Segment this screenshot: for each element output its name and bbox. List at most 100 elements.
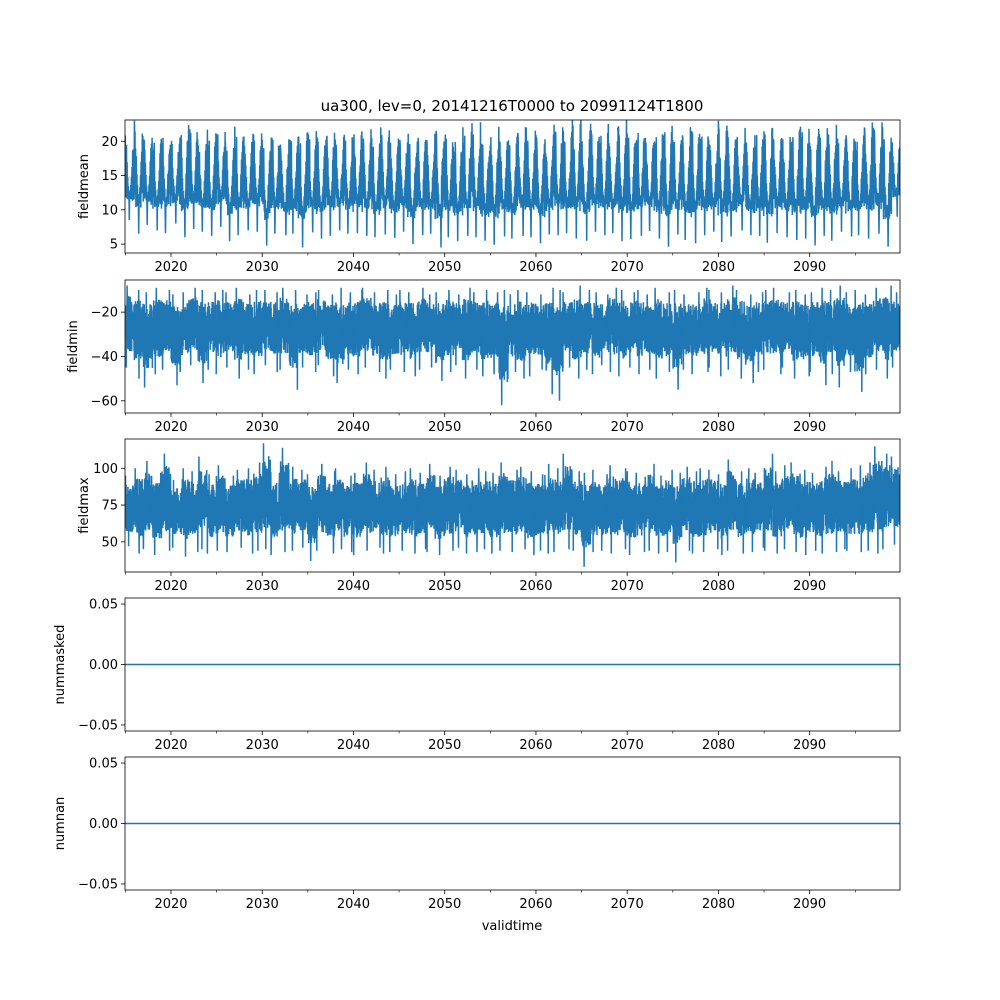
x-tick-label: 2050 [428, 897, 461, 912]
x-tick: 2050 [428, 572, 461, 594]
series-line-segment-2042 [370, 469, 382, 548]
series-line-segment-2025 [215, 465, 227, 551]
series-line-segment-2048 [425, 133, 436, 234]
series-line-segment-2084 [753, 292, 765, 373]
series-line-segment-2026 [224, 292, 236, 368]
y-tick-label: −40 [91, 350, 118, 365]
series-line-segment-2023 [197, 456, 208, 550]
x-tick: 2030 [246, 890, 279, 912]
series-line-segment-2040 [352, 289, 363, 375]
y-axis-label: fieldmean [77, 154, 92, 219]
x-tick-label: 2020 [154, 897, 187, 912]
series-line-segment-2073 [653, 475, 665, 554]
series-line-segment-2031 [270, 292, 281, 373]
series-line-segment-2067 [598, 123, 610, 236]
series-line-segment-2083 [744, 294, 756, 384]
x-tick-label: 2020 [154, 260, 187, 275]
series-line-segment-2021 [178, 124, 190, 238]
x-tick-label: 2030 [246, 738, 279, 753]
series-line-segment-2074 [662, 125, 674, 247]
x-tick: 2030 [246, 253, 279, 275]
y-tick-label: 15 [101, 169, 118, 184]
series-line-segment-2069 [616, 120, 628, 242]
series-line-segment-2091 [817, 128, 829, 236]
series-line-segment-2098 [881, 285, 893, 379]
series-line-segment-2052 [461, 287, 473, 379]
series-line-segment-2045 [397, 289, 409, 373]
series-line-segment-2044 [388, 294, 400, 370]
x-tick-label: 2030 [246, 260, 279, 275]
series-line-segment-2041 [361, 287, 373, 368]
series-line-segment-2047 [416, 137, 427, 236]
series-line-segment-2037 [324, 132, 336, 236]
x-tick: 2060 [519, 253, 552, 275]
series-line-segment-2041 [361, 462, 373, 551]
series-line-segment-2057 [507, 469, 519, 553]
x-tick-label: 2040 [337, 260, 370, 275]
series-line-segment-2048 [425, 463, 436, 553]
series-line-segment-2090 [808, 292, 820, 373]
series-line-segment-2066 [589, 292, 601, 375]
x-tick: 2060 [519, 731, 552, 753]
series-fieldmin [125, 285, 900, 406]
series-line-segment-2046 [407, 133, 418, 245]
series-line-segment-2050 [443, 466, 455, 551]
series-line-segment-2046 [407, 468, 418, 554]
series-line-segment-2019 [160, 453, 172, 551]
series-line-segment-2082 [735, 471, 747, 554]
series-line-segment-2063 [562, 453, 573, 550]
series-line-segment-2097 [872, 446, 884, 554]
x-tick-label: 2060 [519, 420, 552, 435]
series-line-segment-2079 [708, 469, 719, 550]
series-line-segment-2065 [580, 472, 592, 567]
x-tick: 2080 [702, 413, 735, 435]
series-line-segment-2071 [635, 472, 646, 553]
series-line-segment-2049 [434, 130, 446, 248]
series-line-segment-2043 [379, 466, 391, 554]
series-line-segment-2034 [297, 469, 309, 548]
series-line-segment-2068 [607, 287, 619, 373]
series-line-segment-2039 [343, 292, 354, 370]
series-line-segment-2053 [470, 468, 482, 553]
y-tick: 0.05 [89, 757, 125, 772]
series-line-segment-2038 [334, 468, 345, 550]
x-axis-label: validtime [482, 919, 543, 934]
series-line-segment-2024 [206, 129, 217, 236]
y-tick-label: 0.00 [89, 817, 118, 832]
series-line-segment-2045 [397, 471, 409, 551]
series-fieldmean [125, 120, 900, 248]
x-tick-label: 2050 [428, 738, 461, 753]
series-line-segment-2055 [489, 472, 500, 554]
axes-frame [124, 279, 901, 414]
series-line-segment-2062 [553, 468, 564, 553]
y-tick-label: 0.05 [89, 598, 118, 613]
series-fieldmax [125, 443, 900, 567]
x-tick: 2090 [793, 890, 826, 912]
series-line-segment-2099 [890, 140, 900, 217]
series-line-segment-2015 [125, 285, 135, 368]
series-line-segment-2027 [233, 126, 245, 236]
x-tick-label: 2080 [702, 260, 735, 275]
series-line-segment-2095 [854, 465, 865, 553]
series-line-segment-2019 [160, 137, 172, 234]
series-line-segment-2022 [188, 129, 199, 230]
x-tick: 2020 [154, 731, 188, 753]
series-line-segment-2035 [306, 131, 318, 233]
series-line-segment-2075 [671, 472, 683, 563]
y-tick-label: −60 [91, 394, 118, 409]
y-axis-label: fieldmax [77, 477, 92, 534]
series-line-segment-2096 [863, 294, 874, 375]
series-line-segment-2062 [553, 124, 564, 236]
series-line-segment-2056 [498, 141, 509, 237]
series-line-segment-2093 [835, 471, 847, 550]
series-line-segment-2038 [334, 287, 345, 384]
series-line-segment-2075 [671, 289, 683, 390]
series-line-segment-2029 [251, 289, 263, 375]
series-line-segment-2037 [324, 471, 336, 554]
x-tick: 2040 [337, 413, 370, 435]
series-line-segment-2028 [242, 294, 254, 370]
series-line-segment-2021 [178, 468, 190, 557]
series-line-segment-2060 [534, 294, 546, 370]
series-line-segment-2076 [680, 294, 692, 370]
series-line-segment-2022 [188, 287, 199, 366]
